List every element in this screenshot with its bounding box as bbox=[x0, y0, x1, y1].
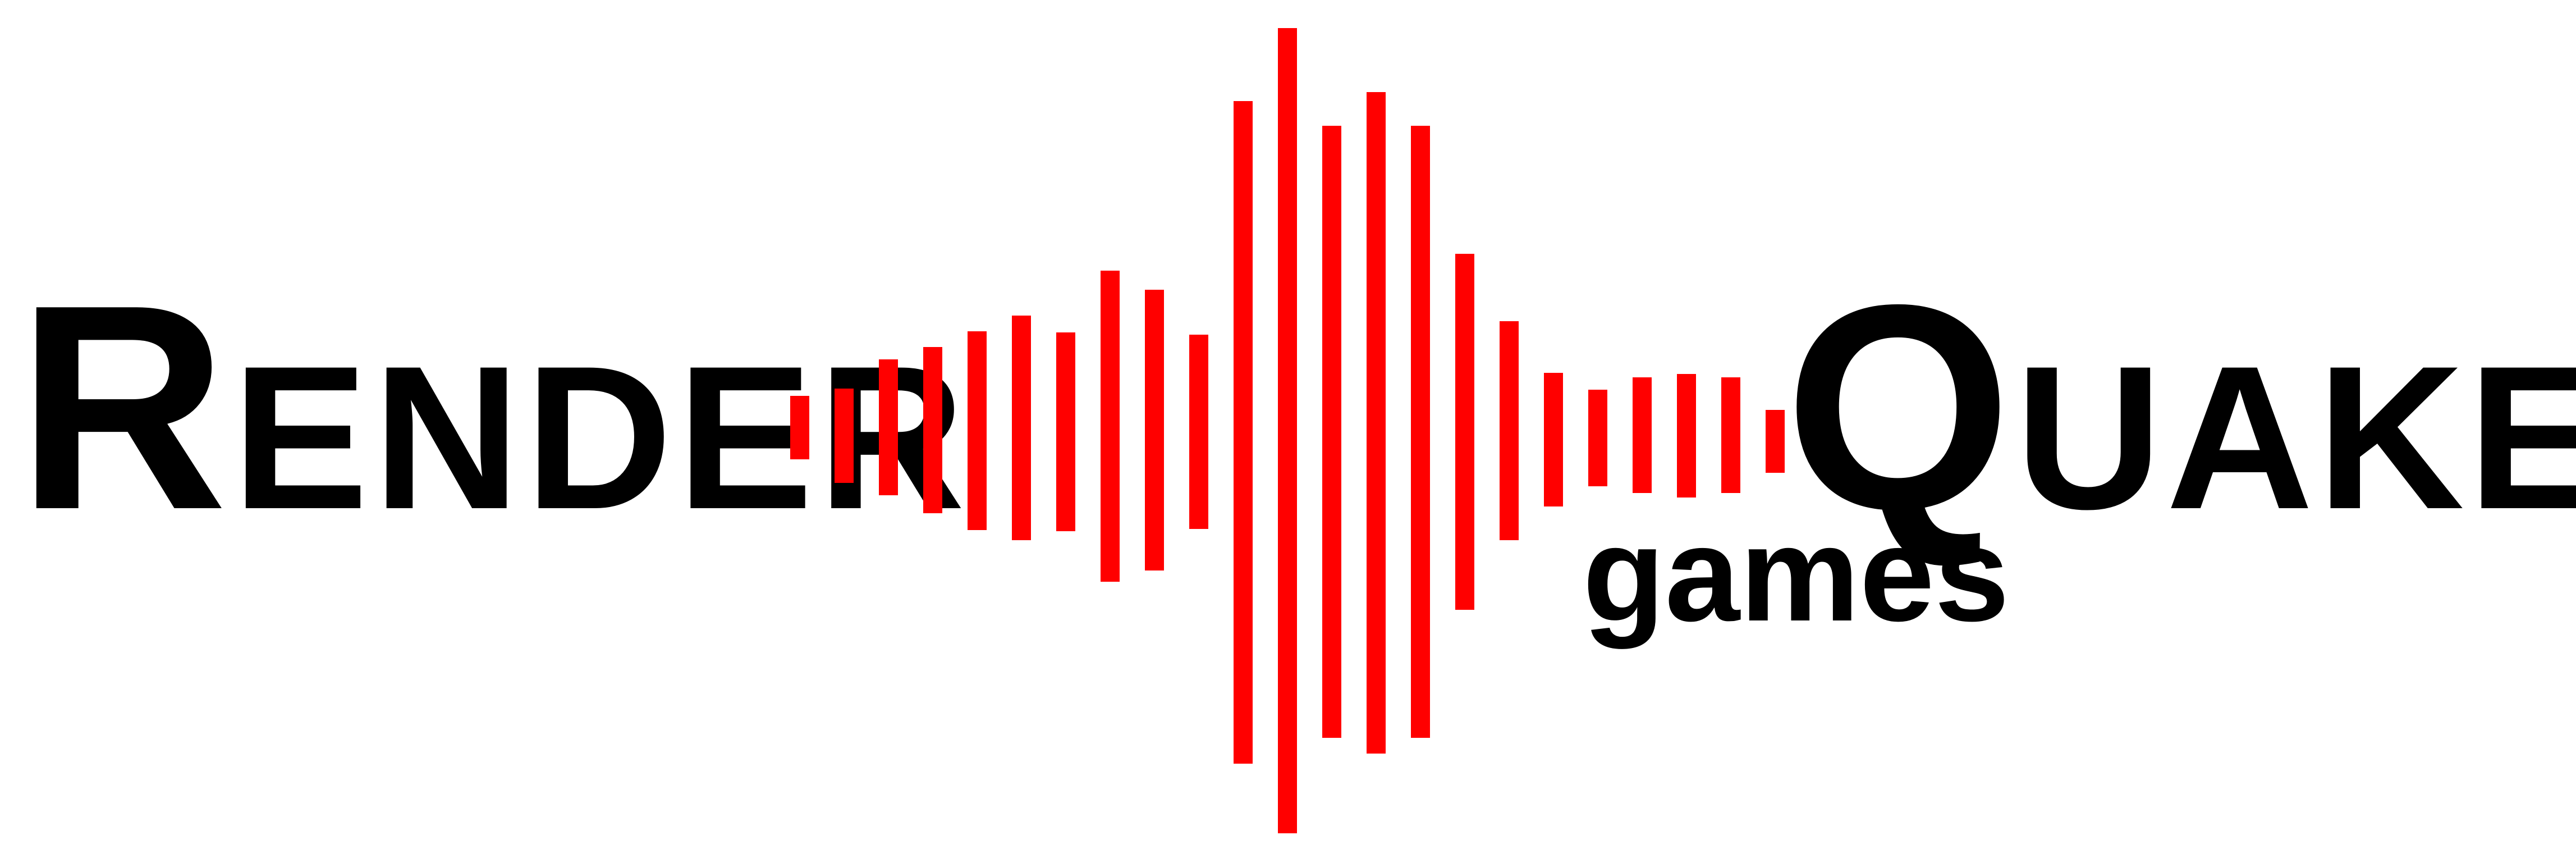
waveform-graphic bbox=[790, 28, 1785, 833]
waveform-bar bbox=[1322, 126, 1341, 738]
waveform-bar bbox=[1101, 271, 1120, 582]
waveform-bar bbox=[1234, 101, 1253, 764]
waveform-bar bbox=[1721, 377, 1740, 493]
waveform-bar bbox=[1411, 126, 1430, 738]
waveform-bar bbox=[790, 396, 809, 459]
waveform-bar bbox=[879, 359, 898, 495]
waveform-bar bbox=[968, 331, 987, 530]
waveform-bar bbox=[835, 389, 854, 483]
waveform-bar bbox=[1012, 316, 1031, 540]
waveform-bar bbox=[1145, 290, 1164, 571]
waveform-bar bbox=[1189, 335, 1208, 529]
waveform-bar bbox=[1278, 28, 1297, 833]
waveform-bar bbox=[923, 347, 942, 513]
waveform-bar bbox=[1544, 373, 1563, 506]
waveform-bar bbox=[1367, 92, 1386, 754]
waveform-bar bbox=[1677, 374, 1696, 498]
waveform-bar bbox=[1500, 321, 1519, 540]
waveform-bar bbox=[1588, 390, 1607, 486]
waveform-bar bbox=[1455, 254, 1474, 610]
waveform-bar bbox=[1633, 377, 1652, 493]
logo-word-render: Render bbox=[17, 244, 970, 571]
logo-tagline-games: games bbox=[1583, 499, 2009, 649]
waveform-bar bbox=[1056, 332, 1075, 531]
logo-word-quake: Quake bbox=[1785, 244, 2576, 571]
waveform-bar bbox=[1766, 410, 1785, 473]
